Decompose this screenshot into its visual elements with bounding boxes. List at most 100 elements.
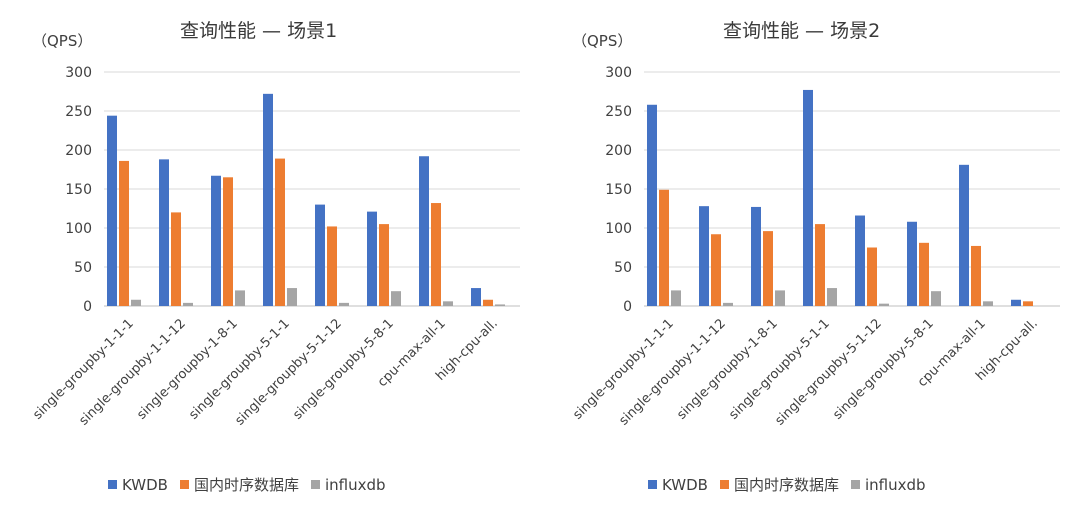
bar <box>495 304 505 306</box>
legend-item-influxdb: influxdb <box>851 476 926 494</box>
bar <box>751 206 761 306</box>
bar <box>763 231 773 306</box>
bar <box>119 160 129 306</box>
y-tick-label: 150 <box>65 182 92 198</box>
y-tick-label: 300 <box>605 65 632 81</box>
y-tick-label: 200 <box>605 143 632 159</box>
bar <box>263 93 273 306</box>
x-tick-label: single-groupby-1-8-1 <box>134 316 240 422</box>
legend: KWDB 国内时序数据库 influxdb <box>648 474 938 495</box>
x-tick-label: single-groupby-5-8-1 <box>830 316 936 422</box>
bar <box>159 159 169 306</box>
bar <box>183 302 193 306</box>
bar <box>815 224 825 306</box>
legend-label: KWDB <box>662 475 708 494</box>
bar <box>983 301 993 306</box>
x-tick-label: single-groupby-1-1-1 <box>30 316 136 422</box>
x-tick-label: single-groupby-1-1-12 <box>617 316 729 428</box>
legend-label: influxdb <box>325 475 386 494</box>
bar <box>443 301 453 306</box>
legend: KWDB 国内时序数据库 influxdb <box>108 474 398 495</box>
bar <box>327 226 337 306</box>
bar <box>315 204 325 306</box>
x-tick-label: single-groupby-1-1-12 <box>77 316 189 428</box>
legend-swatch <box>179 480 189 489</box>
legend-swatch <box>719 480 729 489</box>
bar <box>775 290 785 306</box>
bar <box>855 215 865 306</box>
bar <box>367 211 377 306</box>
legend-item-kwdb: KWDB <box>108 476 168 494</box>
plot-area: 050100150200250300single-groupby-1-1-1si… <box>30 65 520 429</box>
y-tick-label: 100 <box>605 221 632 237</box>
legend-item-influxdb: influxdb <box>311 476 386 494</box>
bar <box>1023 301 1033 306</box>
y-tick-label: 300 <box>65 65 92 81</box>
bar <box>711 234 721 306</box>
y-tick-label: 200 <box>65 143 92 159</box>
y-tick-label: 250 <box>65 104 92 120</box>
chart-title: 查询性能 — 场景2 <box>723 20 881 42</box>
legend-item-domestic-tsdb: 国内时序数据库 <box>179 474 299 495</box>
x-tick-label: single-groupby-5-1-1 <box>186 316 292 422</box>
bar <box>107 115 117 307</box>
chart-scenario-2: 查询性能 — 场景2 （QPS） 0 50 100 150 200 250 300 singl… <box>540 0 1080 512</box>
y-tick-label: 0 <box>83 299 92 315</box>
bar <box>339 302 349 306</box>
bar <box>1011 299 1021 306</box>
y-tick-label: 50 <box>74 260 92 276</box>
x-tick-label: single-groupby-5-1-12 <box>773 316 885 428</box>
legend-swatch <box>311 480 320 489</box>
bar <box>235 290 245 306</box>
bar <box>919 242 929 306</box>
bar <box>379 224 389 306</box>
bar <box>223 177 233 306</box>
legend-label: KWDB <box>122 475 168 494</box>
bar <box>391 291 401 306</box>
legend-label: 国内时序数据库 <box>733 476 839 494</box>
x-tick-label: single-groupby-1-1-1 <box>570 316 676 422</box>
x-tick-label: single-groupby-5-8-1 <box>290 316 396 422</box>
bar <box>699 206 709 306</box>
legend-swatch <box>851 480 860 489</box>
bar <box>647 104 657 306</box>
chart-scenario-1: 查询性能 — 场景1 （QPS） 0 50 100 150 200 250 300 singl… <box>30 20 520 495</box>
bar <box>803 89 813 306</box>
legend-swatch <box>108 480 117 489</box>
bar <box>419 156 429 306</box>
bar <box>971 245 981 306</box>
bar <box>959 164 969 306</box>
legend-item-domestic-tsdb: 国内时序数据库 <box>719 474 839 495</box>
bar <box>131 299 141 306</box>
bar <box>483 299 493 306</box>
bar <box>431 203 441 306</box>
bar <box>827 288 837 306</box>
x-tick-label: single-groupby-5-1-12 <box>233 316 345 428</box>
plot-area: 050100150200250300single-groupby-1-1-1si… <box>570 65 1060 429</box>
bar <box>275 158 285 306</box>
bar <box>723 302 733 306</box>
y-tick-label: 50 <box>614 260 632 276</box>
bar <box>171 212 181 306</box>
bar <box>907 221 917 306</box>
y-tick-label: 150 <box>605 182 632 198</box>
x-tick-label: single-groupby-5-1-1 <box>726 316 832 422</box>
bar <box>931 291 941 306</box>
bar <box>671 290 681 306</box>
bar <box>879 303 889 306</box>
legend-swatch <box>648 480 657 489</box>
y-tick-label: 0 <box>623 299 632 315</box>
bar <box>867 247 877 306</box>
legend-item-kwdb: KWDB <box>648 476 708 494</box>
legend-label: influxdb <box>865 475 926 494</box>
y-tick-label: 100 <box>65 221 92 237</box>
x-tick-label: single-groupby-1-8-1 <box>674 316 780 422</box>
y-axis-unit: （QPS） <box>572 32 633 50</box>
chart-title: 查询性能 — 场景1 <box>180 20 338 42</box>
y-axis-unit: （QPS） <box>32 32 93 50</box>
y-tick-label: 250 <box>605 104 632 120</box>
bar <box>471 288 481 306</box>
bar <box>287 288 297 306</box>
legend-label: 国内时序数据库 <box>193 476 299 494</box>
bar <box>211 175 221 306</box>
